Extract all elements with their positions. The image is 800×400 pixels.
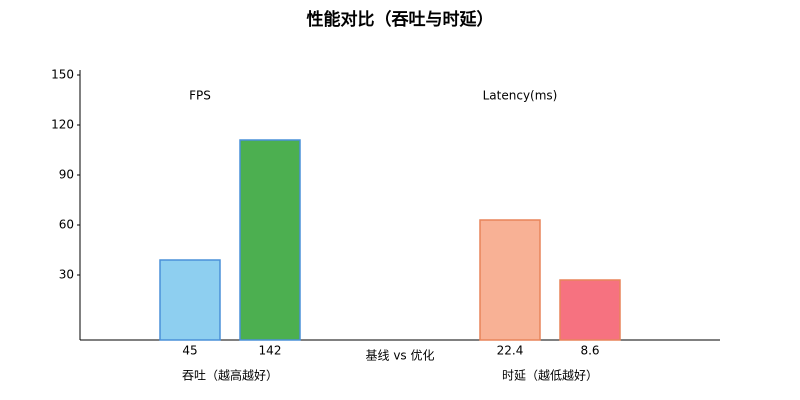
y-tick-label: 30 bbox=[59, 268, 74, 282]
x-tick-label: 45 bbox=[182, 344, 197, 358]
y-tick-label: 120 bbox=[51, 118, 74, 132]
y-tick-label: 60 bbox=[59, 218, 74, 232]
group-annotation: FPS bbox=[189, 89, 211, 103]
bar bbox=[239, 139, 301, 341]
group-annotation: Latency(ms) bbox=[483, 89, 558, 103]
x-axis-label: 基线 vs 优化 bbox=[366, 349, 435, 363]
group-label: 时延（越低越好） bbox=[502, 369, 598, 383]
x-tick-label: 22.4 bbox=[497, 344, 524, 358]
group-label: 吞吐（越高越好） bbox=[182, 368, 278, 383]
bar bbox=[479, 219, 541, 341]
x-tick-label: 142 bbox=[259, 344, 282, 358]
x-tick-label: 8.6 bbox=[580, 344, 599, 358]
bar bbox=[559, 279, 621, 341]
y-tick-label: 150 bbox=[51, 68, 74, 82]
bar bbox=[159, 259, 221, 341]
y-tick-label: 90 bbox=[59, 168, 74, 182]
chart-title: 性能对比（吞吐与时延） bbox=[307, 9, 494, 30]
